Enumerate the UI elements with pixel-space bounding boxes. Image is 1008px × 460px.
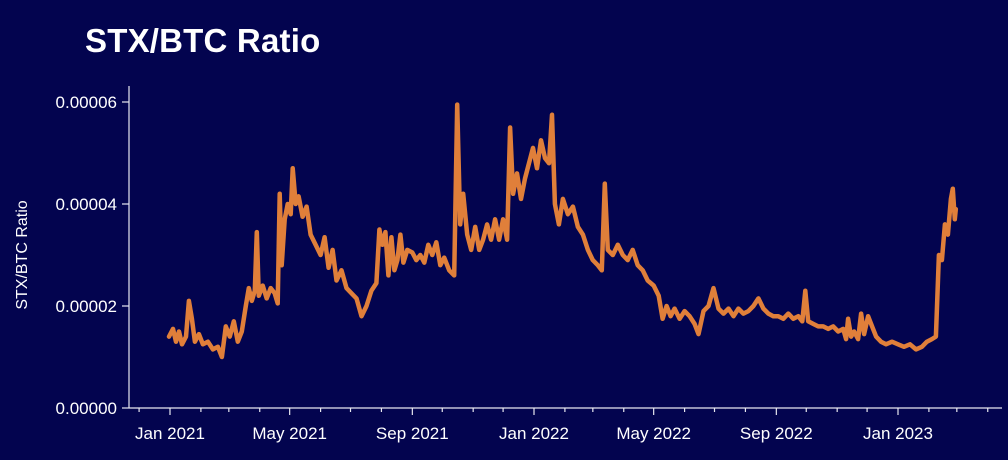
x-axis: Jan 2021 May 2021 Sep 2021 Jan 2022 May 2022… — [129, 407, 1002, 443]
x-tick-label: Sep 2022 — [740, 424, 813, 443]
y-tick-label: 0.00006 — [56, 93, 117, 112]
x-tick-label: May 2021 — [252, 424, 327, 443]
y-tick-label: 0.00004 — [56, 195, 117, 214]
y-axis: 0.00000 0.00002 0.00004 0.00006 — [56, 86, 130, 418]
x-tick-label: Jan 2023 — [863, 424, 933, 443]
x-tick-label: May 2022 — [616, 424, 691, 443]
x-tick-label: Jan 2021 — [135, 424, 205, 443]
chart-title: STX/BTC Ratio — [85, 22, 321, 59]
y-tick-label: 0.00000 — [56, 399, 117, 418]
x-tick-label: Jan 2022 — [499, 424, 569, 443]
series-line-stx-btc — [166, 102, 959, 360]
x-tick-label: Sep 2021 — [376, 424, 449, 443]
y-tick-label: 0.00002 — [56, 297, 117, 316]
y-axis-label: STX/BTC Ratio — [14, 200, 31, 309]
